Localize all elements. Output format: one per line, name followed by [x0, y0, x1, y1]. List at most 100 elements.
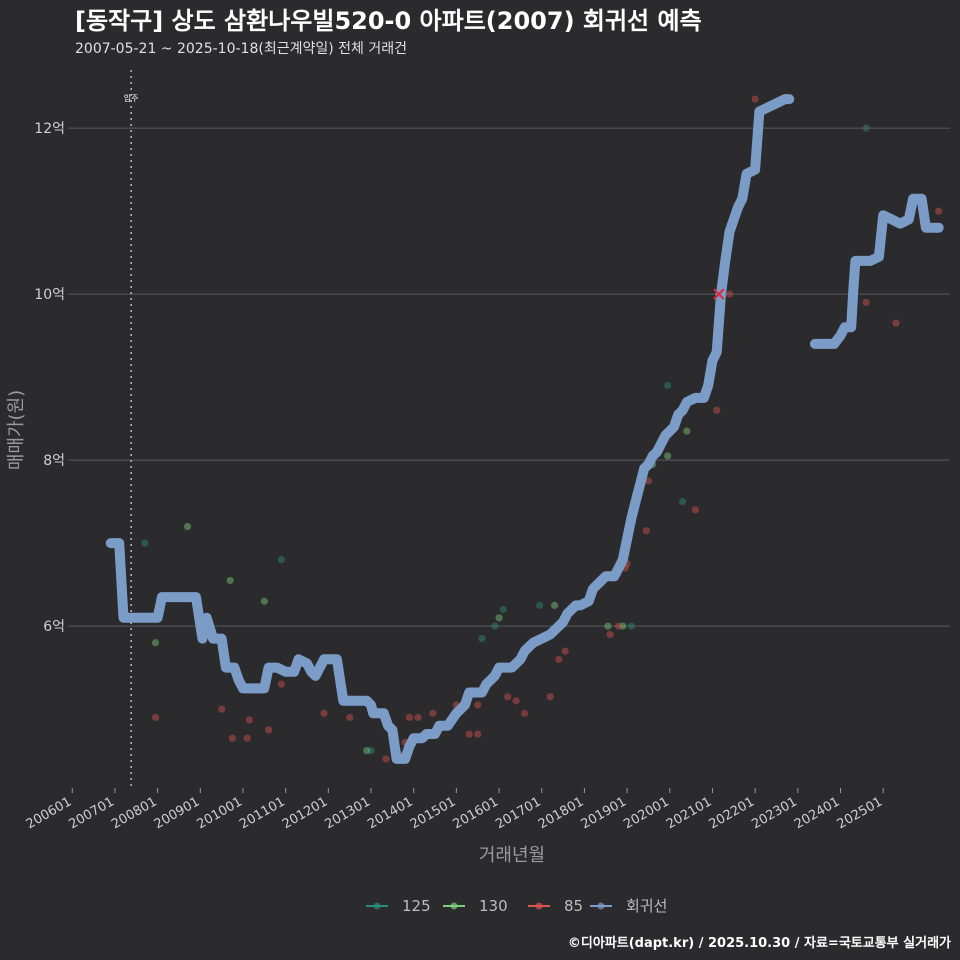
data-point-125: [491, 622, 499, 630]
x-tick-label: 200601: [24, 794, 74, 832]
x-tick-label: 202101: [664, 794, 714, 832]
legend-label: 130: [479, 897, 508, 915]
x-tick-label: 202401: [792, 794, 842, 832]
y-axis-ticks: 6억 8억 10억 12억: [34, 121, 65, 635]
legend-label: 회귀선: [626, 897, 667, 915]
data-point-85: [561, 647, 569, 655]
data-point-85: [606, 630, 614, 639]
legend-item-85: 85: [528, 897, 583, 915]
data-point-85: [245, 716, 253, 724]
data-point-130: [495, 614, 503, 622]
data-point-85: [429, 709, 437, 717]
x-tick-label: 201801: [536, 794, 586, 832]
chart-title: [동작구] 상도 삼환나우빌520-0 아파트(2007) 회귀선 예측: [75, 7, 702, 35]
x-tick-label: 200801: [109, 794, 159, 832]
data-point-130: [226, 576, 234, 585]
data-point-125: [664, 381, 672, 390]
y-tick-label: 12억: [34, 121, 65, 137]
data-point-130: [151, 639, 160, 647]
data-point-85: [512, 697, 520, 705]
x-tick-label: 201601: [451, 794, 501, 832]
legend-swatch-dot: [535, 902, 543, 910]
x-tick-label: 201901: [579, 794, 629, 832]
x-tick-label: 201101: [237, 794, 287, 832]
x-tick-label: 201301: [323, 794, 373, 832]
y-tick-label: 10억: [34, 287, 65, 303]
data-point-85: [277, 680, 285, 688]
data-point-125: [678, 498, 687, 506]
data-point-85: [642, 527, 650, 535]
x-tick-label: 201201: [280, 794, 330, 832]
y-tick-label: 6억: [43, 619, 65, 635]
data-point-85: [382, 755, 390, 763]
data-point-85: [414, 713, 422, 722]
data-point-85: [405, 713, 414, 722]
legend-swatch-dot: [450, 902, 458, 910]
move-in-annotation: 입주: [124, 70, 139, 788]
data-point-130: [260, 597, 268, 605]
data-point-85: [218, 705, 226, 713]
data-point-85: [474, 701, 482, 709]
x-tick-label: 202001: [621, 794, 671, 832]
data-point-85: [320, 709, 328, 717]
regression-segment: [105, 94, 795, 764]
data-point-125: [499, 605, 507, 614]
regression-line: [105, 94, 944, 764]
x-tick-label: 202501: [835, 794, 885, 832]
legend-label: 85: [564, 897, 583, 915]
x-tick-label: 201001: [194, 794, 244, 832]
data-point-130: [604, 622, 612, 630]
data-point-85: [935, 207, 943, 215]
x-tick-label: 201501: [408, 794, 458, 832]
data-point-125: [277, 556, 285, 564]
gridlines: [68, 127, 950, 627]
x-tick-label: 201401: [365, 794, 415, 832]
data-point-130: [683, 427, 691, 435]
legend-item-125: 125: [366, 897, 431, 915]
data-point-125: [862, 124, 870, 132]
data-point-85: [465, 730, 473, 738]
data-point-130: [550, 601, 559, 609]
data-point-85: [503, 693, 512, 701]
x-tick-label: 200701: [66, 794, 116, 832]
data-point-85: [644, 477, 653, 485]
data-point-130: [619, 622, 627, 630]
legend-swatch-dot: [597, 902, 605, 910]
x-tick-label: 200901: [152, 794, 202, 832]
legend: 125 130 85 회귀선: [366, 897, 667, 915]
x-tick-label: 202301: [749, 794, 799, 832]
credit-text: ©디아파트(dapt.kr) / 2025.10.30 / 자료=국토교통부 실…: [568, 935, 951, 951]
data-point-85: [892, 319, 900, 327]
x-axis-label: 거래년월: [479, 845, 545, 866]
data-point-85: [713, 406, 721, 414]
data-point-130: [664, 452, 672, 460]
data-point-125: [141, 539, 149, 547]
data-point-85: [751, 95, 759, 103]
y-tick-label: 8억: [43, 453, 65, 469]
data-point-85: [151, 713, 160, 722]
data-point-85: [691, 506, 699, 514]
data-point-85: [725, 290, 734, 298]
scatter-points: [141, 95, 943, 763]
regression-segment: [809, 193, 944, 349]
legend-item-130: 130: [443, 897, 508, 915]
data-point-125: [627, 622, 635, 630]
legend-item-회귀선: 회귀선: [590, 897, 667, 915]
data-point-85: [614, 622, 623, 630]
data-point-125: [536, 601, 544, 609]
highlight-marker: [713, 288, 725, 300]
data-point-125: [478, 634, 486, 643]
data-point-85: [228, 734, 236, 742]
x-axis-ticks: 2006012007012008012009012010012011012012…: [24, 788, 885, 832]
data-point-85: [862, 298, 870, 307]
highlight-cross: [713, 288, 725, 300]
x-tick-label: 201701: [493, 794, 543, 832]
data-point-130: [183, 522, 192, 531]
x-tick-label: 202201: [707, 794, 757, 832]
chart-subtitle: 2007-05-21 ~ 2025-10-18(최근계약일) 전체 거래건: [75, 41, 407, 57]
data-point-85: [521, 709, 529, 717]
legend-label: 125: [402, 897, 431, 915]
data-point-85: [555, 655, 563, 663]
legend-swatch-dot: [373, 902, 381, 910]
